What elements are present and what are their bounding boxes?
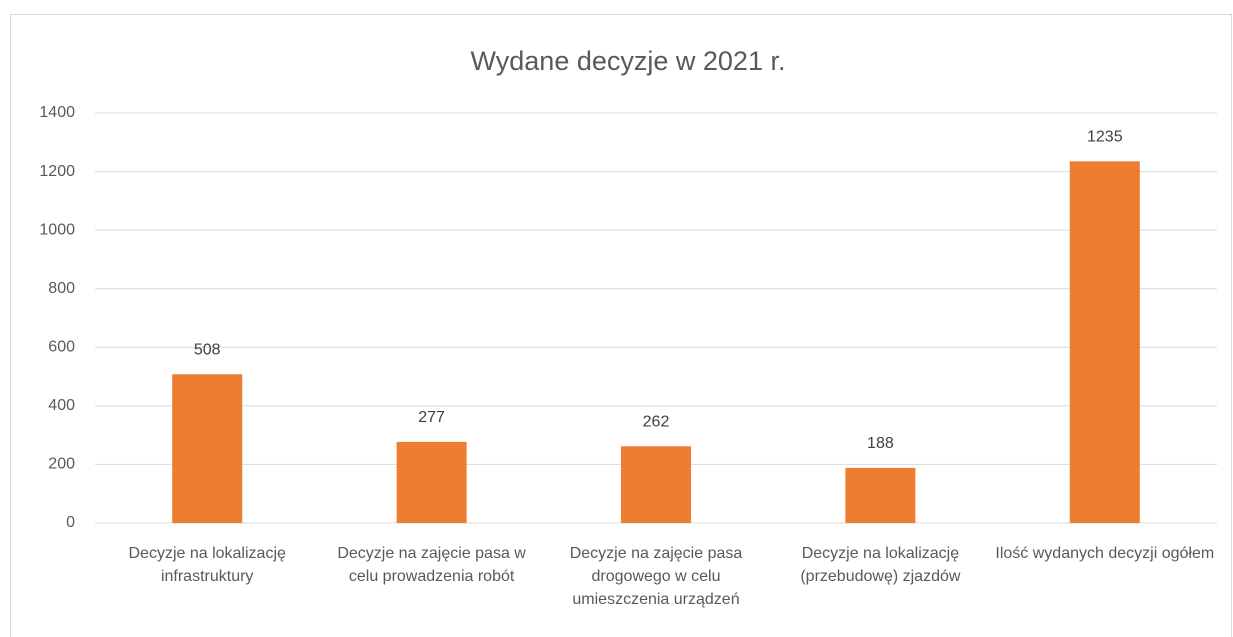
- x-tick-label: Decyzje na zajęcie pasa w celu prowadzen…: [337, 545, 526, 585]
- x-tick-label: Decyzje na lokalizację (przebudowę) zjaz…: [800, 545, 961, 585]
- y-tick-label: 1000: [39, 221, 75, 238]
- chart-title: Wydane decyzje w 2021 r.: [471, 46, 786, 76]
- value-label: 508: [194, 341, 221, 358]
- y-tick-label: 1400: [39, 104, 75, 121]
- bar: [845, 467, 916, 523]
- x-tick-label: Decyzje na lokalizację infrastruktury: [128, 545, 286, 585]
- y-tick-label: 800: [48, 280, 75, 297]
- x-tick-label: Ilość wydanych decyzji ogółem: [995, 545, 1215, 562]
- value-label: 262: [643, 413, 670, 430]
- y-tick-label: 400: [48, 397, 75, 414]
- bar: [396, 441, 467, 523]
- y-tick-label: 0: [66, 514, 75, 531]
- bar: [621, 446, 691, 523]
- y-tick-label: 600: [48, 339, 75, 356]
- bar: [172, 374, 243, 523]
- value-label: 188: [867, 435, 894, 452]
- value-label: 277: [418, 409, 445, 426]
- y-tick-label: 1200: [39, 163, 75, 180]
- bar: [1069, 161, 1140, 524]
- value-label: 1235: [1087, 129, 1123, 146]
- x-tick-label: Decyzje na zajęcie pasa drogowego w celu…: [569, 545, 743, 608]
- y-tick-label: 200: [48, 456, 75, 473]
- chart-frame: [10, 14, 1232, 637]
